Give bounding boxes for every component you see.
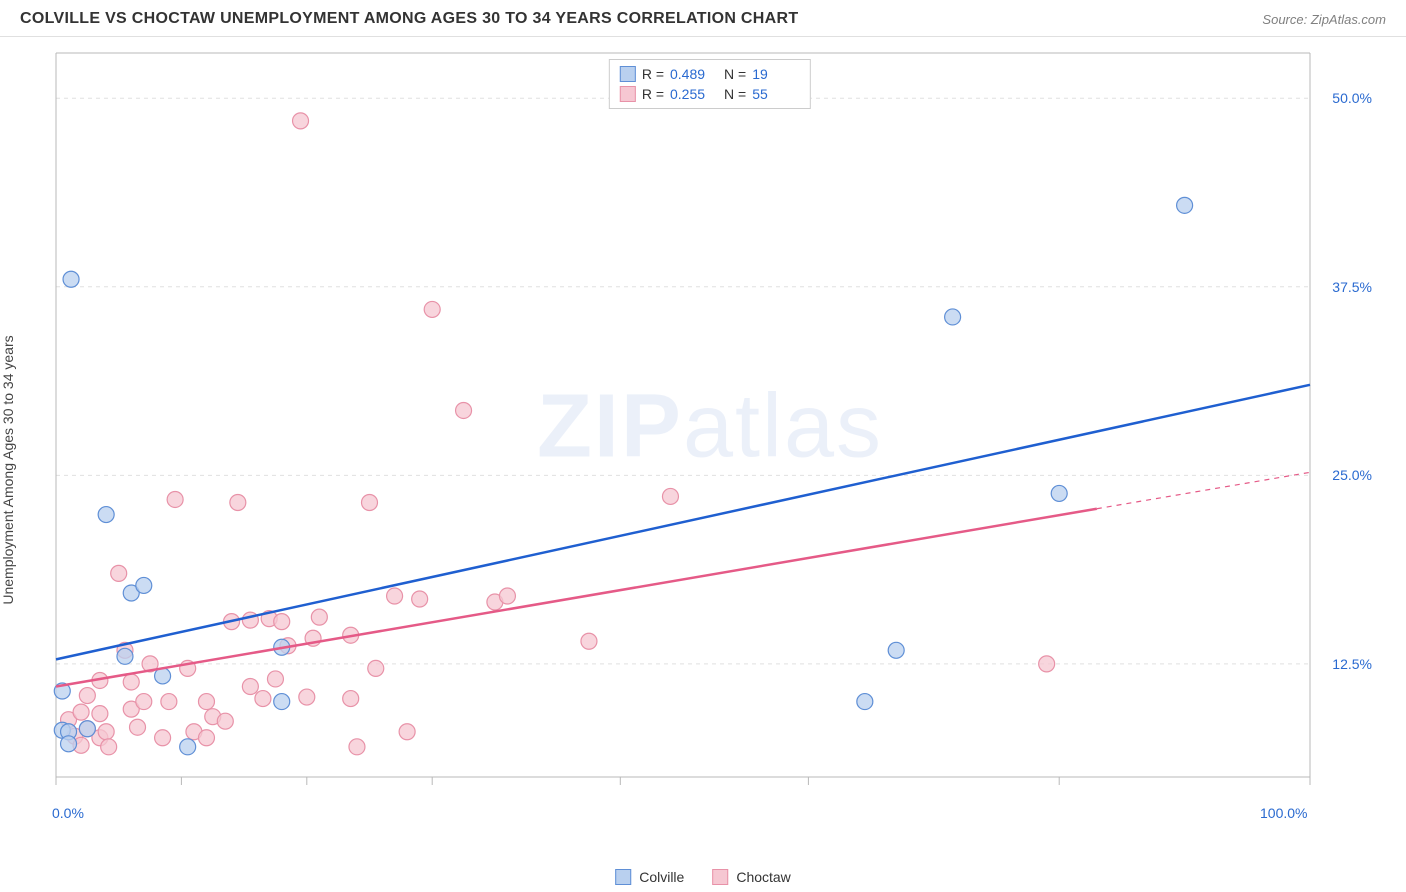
scatter-chart	[50, 47, 1370, 817]
n-label: N =	[724, 66, 746, 82]
r-label: R =	[642, 86, 664, 102]
n-value-colville: 19	[752, 66, 800, 82]
page-title: COLVILLE VS CHOCTAW UNEMPLOYMENT AMONG A…	[20, 10, 798, 28]
swatch-choctaw	[620, 86, 636, 102]
header: COLVILLE VS CHOCTAW UNEMPLOYMENT AMONG A…	[0, 0, 1406, 37]
series-legend: Colville Choctaw	[615, 869, 791, 885]
r-value-choctaw: 0.255	[670, 86, 718, 102]
y-tick-label: 37.5%	[1332, 279, 1372, 295]
y-axis-label: Unemployment Among Ages 30 to 34 years	[0, 335, 16, 604]
plot-region: ZIPatlas R = 0.489 N = 19 R = 0.255 N = …	[50, 47, 1370, 817]
swatch-choctaw	[712, 869, 728, 885]
correlation-legend: R = 0.489 N = 19 R = 0.255 N = 55	[609, 59, 811, 109]
r-value-colville: 0.489	[670, 66, 718, 82]
legend-row-colville: R = 0.489 N = 19	[620, 64, 800, 84]
source-attribution: Source: ZipAtlas.com	[1262, 12, 1386, 27]
swatch-colville	[620, 66, 636, 82]
x-tick-label: 100.0%	[1260, 805, 1307, 821]
chart-area: Unemployment Among Ages 30 to 34 years Z…	[0, 37, 1406, 887]
legend-row-choctaw: R = 0.255 N = 55	[620, 84, 800, 104]
legend-label-colville: Colville	[639, 869, 684, 885]
r-label: R =	[642, 66, 664, 82]
source-label: Source:	[1262, 12, 1307, 27]
legend-item-choctaw: Choctaw	[712, 869, 790, 885]
n-value-choctaw: 55	[752, 86, 800, 102]
y-tick-label: 12.5%	[1332, 656, 1372, 672]
legend-label-choctaw: Choctaw	[736, 869, 790, 885]
x-tick-label: 0.0%	[52, 805, 84, 821]
y-tick-label: 25.0%	[1332, 467, 1372, 483]
source-value: ZipAtlas.com	[1311, 12, 1386, 27]
n-label: N =	[724, 86, 746, 102]
legend-item-colville: Colville	[615, 869, 684, 885]
y-tick-label: 50.0%	[1332, 90, 1372, 106]
swatch-colville	[615, 869, 631, 885]
